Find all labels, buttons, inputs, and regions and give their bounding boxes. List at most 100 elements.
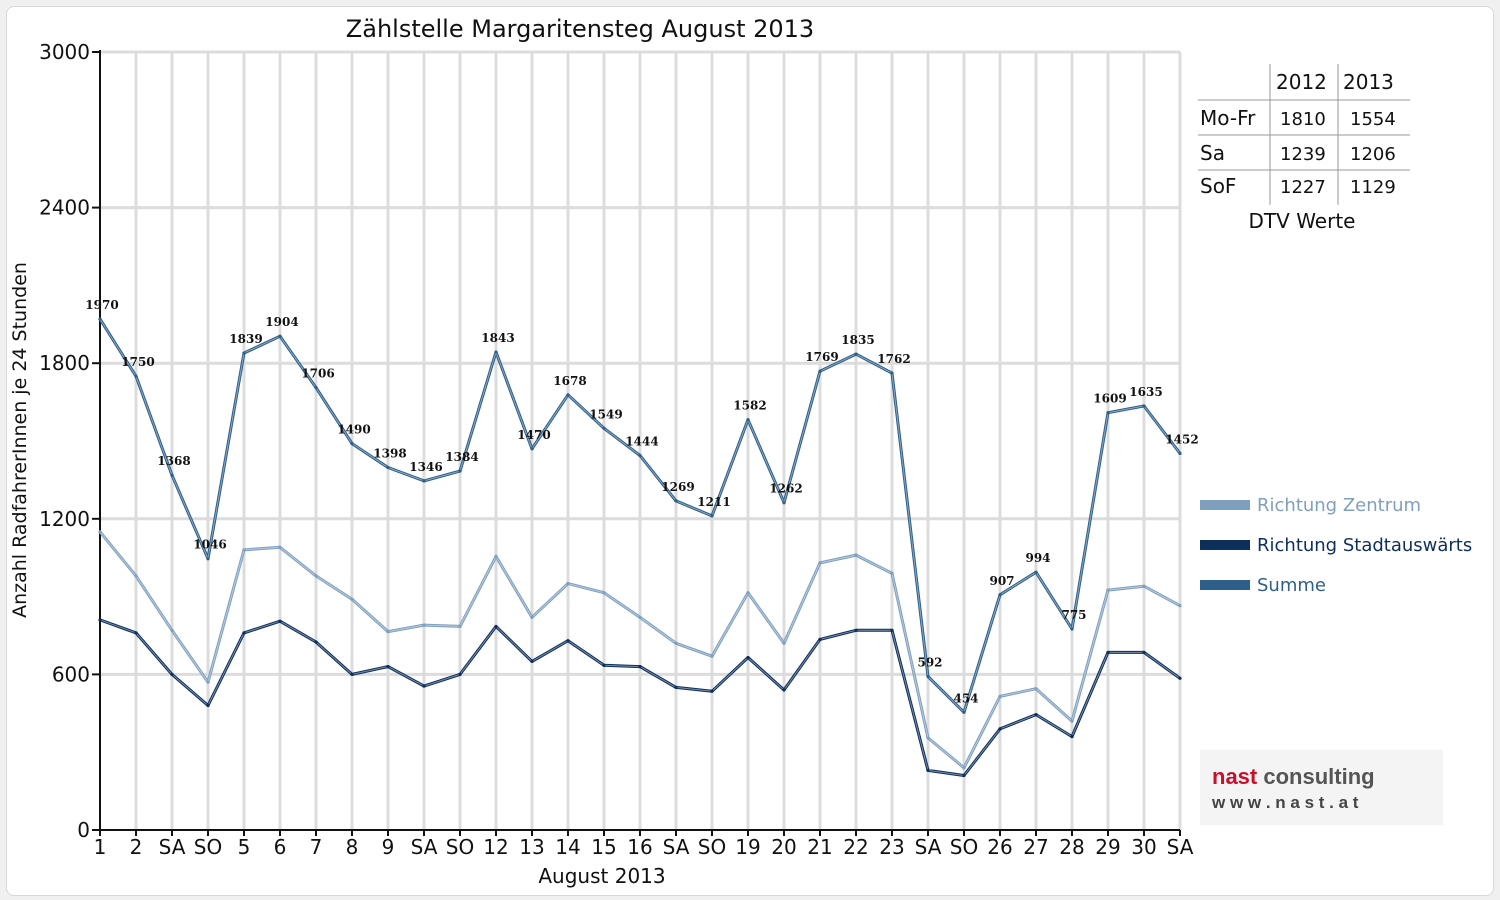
x-tick-label: SA [411, 835, 438, 859]
data-label: 1470 [517, 428, 550, 442]
x-tick-label: 28 [1059, 835, 1084, 859]
x-tick-label: SO [698, 835, 726, 859]
dtv-table: 2012 2013 Mo-Fr 1810 1554 Sa 1239 1206 S… [1198, 64, 1410, 233]
data-point [998, 694, 1002, 699]
data-point [1106, 588, 1110, 592]
data-point [1070, 627, 1074, 631]
data-label: 1769 [805, 350, 838, 364]
data-label: 1346 [409, 460, 442, 474]
data-label: 1384 [445, 450, 478, 464]
logo-url: w w w . n a s t . a t [1211, 793, 1359, 812]
data-point [1142, 404, 1146, 408]
data-point [638, 453, 642, 458]
x-tick-label: 14 [555, 835, 580, 859]
data-point [278, 334, 282, 338]
x-tick-label: 20 [771, 835, 796, 859]
y-tick-label: 1200 [39, 507, 90, 531]
data-label: 1444 [625, 435, 658, 449]
table-header-2013: 2013 [1343, 70, 1394, 94]
data-point [458, 672, 462, 677]
data-point [422, 623, 426, 627]
grid [100, 50, 1182, 830]
data-label: 1609 [1093, 392, 1126, 406]
data-point [386, 665, 390, 669]
y-axis-ticks: 0 600 1200 1800 2400 3000 [39, 40, 100, 842]
table-caption: DTV Werte [1249, 209, 1356, 233]
data-point [98, 618, 102, 622]
data-point [1070, 735, 1074, 739]
data-point [242, 351, 246, 355]
data-point [998, 593, 1002, 597]
x-tick-label: SO [950, 835, 978, 859]
data-label: 1582 [733, 399, 766, 413]
data-label: 454 [953, 691, 978, 705]
data-point [638, 665, 642, 669]
y-tick-label: 2400 [39, 196, 90, 220]
data-point [494, 554, 498, 559]
data-point [98, 530, 102, 534]
table-cell: 1227 [1280, 177, 1326, 198]
legend-label: Richtung Stadtauswärts [1257, 535, 1472, 556]
data-point [1034, 570, 1038, 574]
data-label: 1706 [301, 367, 334, 381]
data-point [278, 619, 282, 623]
data-point [134, 574, 138, 578]
data-point [494, 350, 498, 354]
table-header-2012: 2012 [1276, 70, 1327, 94]
data-point [1106, 411, 1110, 415]
data-point [314, 385, 318, 390]
x-tick-label: 26 [987, 835, 1012, 859]
data-point [854, 553, 858, 557]
data-point [746, 655, 750, 660]
data-label: 1262 [769, 482, 802, 496]
x-tick-label: 7 [310, 835, 323, 859]
data-point [350, 441, 354, 446]
data-point [206, 703, 210, 708]
series-lines [98, 317, 1182, 778]
data-point [458, 469, 462, 473]
data-point [566, 393, 570, 397]
data-point [890, 571, 894, 575]
y-tick-label: 600 [52, 662, 90, 686]
data-point [242, 548, 246, 552]
data-label: 1970 [85, 298, 118, 312]
data-label: 1843 [481, 331, 514, 345]
x-tick-label: 8 [346, 835, 359, 859]
x-tick-label: 13 [519, 835, 544, 859]
x-tick-label: 5 [238, 835, 251, 859]
x-axis-ticks: 1 2 SA SO 5 6 7 8 9 SA SO 12 13 14 15 16 SA SO 19 20 21 22 23 S… [94, 830, 1194, 859]
data-point [170, 672, 174, 677]
data-point [602, 426, 606, 430]
data-point [782, 688, 786, 692]
data-point [998, 727, 1002, 731]
data-point [818, 637, 822, 641]
logo-name-part1: nast [1212, 764, 1258, 789]
data-label: 1750 [121, 355, 154, 369]
x-tick-label: 6 [274, 835, 287, 859]
table-row-label: SoF [1200, 174, 1236, 198]
data-point [818, 369, 822, 373]
data-label: 775 [1061, 608, 1086, 622]
data-label: 1269 [661, 480, 694, 494]
data-point [962, 773, 966, 778]
data-label: 1904 [265, 315, 298, 329]
data-point [710, 689, 714, 693]
data-point [170, 473, 174, 477]
data-point [854, 352, 858, 356]
data-point [746, 418, 750, 422]
data-label: 907 [989, 574, 1014, 588]
x-tick-label: 30 [1131, 835, 1156, 859]
data-point [890, 628, 894, 632]
y-tick-label: 1800 [39, 351, 90, 375]
data-point [314, 574, 318, 578]
data-label: 1211 [697, 495, 730, 509]
data-point [674, 685, 678, 689]
data-point [926, 736, 930, 740]
data-label: 1762 [877, 352, 910, 366]
data-point [530, 615, 534, 619]
data-point [602, 663, 606, 667]
data-point [314, 640, 318, 644]
data-point [422, 479, 426, 483]
data-label: 1490 [337, 423, 370, 437]
y-axis-label: Anzahl RadfahrerInnen je 24 Stunden [9, 262, 31, 618]
